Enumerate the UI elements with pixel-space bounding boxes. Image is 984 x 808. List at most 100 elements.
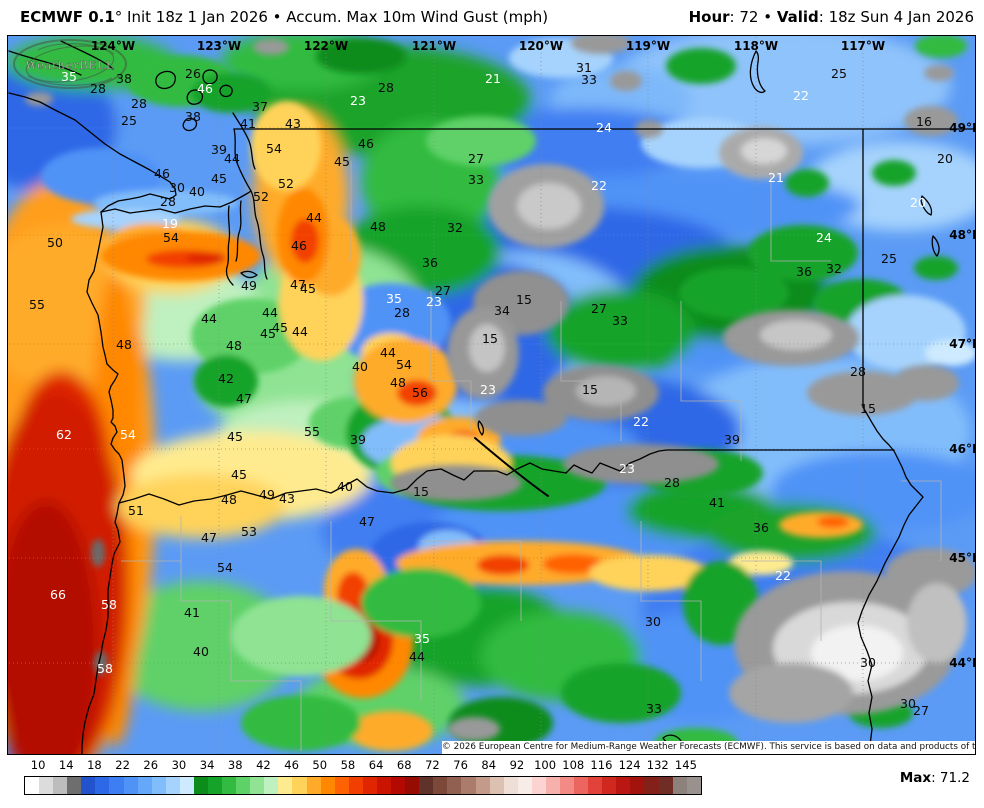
wind-gust-value: 27 <box>468 150 484 166</box>
wind-gust-value: 23 <box>350 92 366 108</box>
watermark-text: WeatherBELL <box>26 59 114 72</box>
forecast-map: WeatherBELL 124°W 123°W 122°W 121°W 120°W 119… <box>7 35 976 755</box>
wind-gust-value: 34 <box>494 302 510 318</box>
wind-gust-value: 16 <box>916 113 932 129</box>
colorbar-segment <box>53 777 68 794</box>
wind-gust-value: 30 <box>900 695 916 711</box>
wind-gust-value: 27 <box>591 300 607 316</box>
wind-gust-value: 31 <box>576 59 592 75</box>
wind-gust-value: 15 <box>482 330 498 346</box>
wind-gust-value: 45 <box>334 153 350 169</box>
wind-gust-value: 66 <box>50 586 66 602</box>
scale-tick: 26 <box>143 758 159 772</box>
wind-gust-value: 50 <box>47 234 63 250</box>
colorbar-segment <box>95 777 110 794</box>
wind-gust-value: 23 <box>426 293 442 309</box>
latitude-label: 49°N <box>949 121 975 135</box>
wind-gust-value: 19 <box>162 215 178 231</box>
colorbar-segment <box>630 777 645 794</box>
wind-gust-value: 45 <box>260 325 276 341</box>
max-value-label: Max: 71.2 <box>900 770 970 786</box>
wind-gust-value: 47 <box>359 513 375 529</box>
colorbar-segment <box>658 777 673 794</box>
idaho-lake <box>920 195 933 216</box>
wind-gust-value: 43 <box>279 490 295 506</box>
whidbey-channel <box>232 112 256 170</box>
wind-gust-value: 21 <box>485 70 501 86</box>
lake-chelan <box>474 437 549 497</box>
colorbar <box>24 776 702 795</box>
wind-gust-value: 44 <box>262 304 278 320</box>
wind-gust-value: 21 <box>768 169 784 185</box>
wind-gust-value: 45 <box>227 428 243 444</box>
colorbar-segment <box>616 777 631 794</box>
wind-gust-value: 20 <box>937 150 953 166</box>
scale-tick: 72 <box>425 758 440 772</box>
colorbar-segment <box>25 777 40 794</box>
scale-tick: 108 <box>562 758 585 772</box>
wind-gust-value: 28 <box>394 304 410 320</box>
hood-canal <box>225 205 234 286</box>
colorbar-segment <box>81 777 96 794</box>
text-part: Max <box>899 770 932 786</box>
scale-tick: 50 <box>312 758 328 772</box>
wind-gust-value: 49 <box>241 277 257 293</box>
wind-gust-value: 46 <box>358 135 374 151</box>
wind-gust-value: 58 <box>101 596 117 612</box>
san-juan-islands <box>155 69 233 132</box>
colorbar-segment <box>278 777 293 794</box>
colorbar-segment <box>39 777 54 794</box>
colorbar-segment <box>419 777 434 794</box>
latitude-label: 48°N <box>949 228 975 242</box>
wind-gust-value: 48 <box>370 218 386 234</box>
wind-gust-value: 25 <box>121 112 137 128</box>
colorbar-segment <box>306 777 321 794</box>
wind-gust-value: 39 <box>211 141 227 157</box>
colorbar-segment <box>686 777 701 794</box>
wind-gust-value: 52 <box>253 188 269 204</box>
wind-gust-value: 24 <box>596 119 612 135</box>
wind-gust-value: 15 <box>413 483 429 499</box>
gust-contour-field <box>8 36 975 754</box>
wind-gust-value: 56 <box>412 384 428 400</box>
latitude-label: 45°N <box>949 551 975 565</box>
wind-gust-value: 28 <box>850 363 866 379</box>
snake-river-border <box>857 406 924 754</box>
weatherbell-watermark: WeatherBELL <box>13 39 127 89</box>
wind-gust-value: 35 <box>414 630 430 646</box>
scale-tick: 18 <box>87 758 102 772</box>
scale-tick: 58 <box>340 758 356 772</box>
wind-gust-value: 46 <box>197 80 213 96</box>
wind-gust-value: 53 <box>241 523 257 539</box>
wind-gust-value: 40 <box>352 358 368 374</box>
county-borders <box>121 161 942 751</box>
wind-gust-value: 62 <box>56 426 72 442</box>
text-part: ECMWF 0.1 <box>20 8 115 26</box>
colorbar-segment <box>292 777 307 794</box>
coastlines-and-borders <box>8 40 975 754</box>
wind-gust-value: 48 <box>390 374 406 390</box>
title-bar: ECMWF 0.1° Init 18z 1 Jan 2026 • Accum. … <box>0 0 984 35</box>
wa-or-border <box>118 449 895 506</box>
scale-tick: 124 <box>618 758 641 772</box>
colorbar-segment <box>405 777 420 794</box>
scale-tick: 92 <box>509 758 525 772</box>
wind-gust-value: 28 <box>378 79 394 95</box>
wind-gust-value: 33 <box>468 171 484 187</box>
colorbar-segment <box>517 777 532 794</box>
wind-gust-value: 48 <box>116 336 132 352</box>
wind-gust-value: 38 <box>185 108 201 124</box>
wind-gust-value: 41 <box>240 115 256 131</box>
wind-gust-value: 47 <box>236 390 252 406</box>
wind-gust-value: 27 <box>435 282 451 298</box>
scale-tick: 84 <box>481 758 497 772</box>
scale-tick: 64 <box>368 758 384 772</box>
colorbar-segment <box>236 777 251 794</box>
colorbar-segment <box>574 777 589 794</box>
wind-gust-value: 47 <box>290 276 306 292</box>
colorbar-segment <box>559 777 575 794</box>
wind-gust-value: 32 <box>447 219 463 235</box>
wind-gust-value: 36 <box>796 263 812 279</box>
scale-tick: 116 <box>590 758 613 772</box>
